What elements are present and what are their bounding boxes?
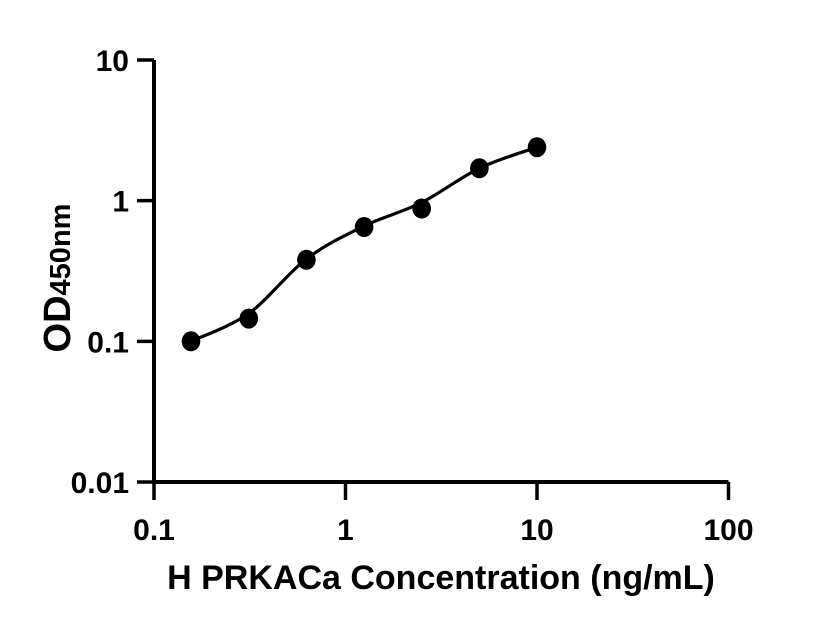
y-axis-title-main: OD: [37, 295, 79, 353]
data-point: [181, 331, 201, 352]
data-point: [354, 217, 374, 237]
x-tick-label: 100: [703, 514, 753, 547]
x-tick-label: 1: [337, 514, 354, 547]
axes-spine: [152, 60, 729, 484]
x-tick-label: 0.1: [133, 514, 175, 547]
y-axis-title: OD450nm: [37, 203, 79, 353]
x-tick-label: 10: [520, 514, 553, 547]
data-point: [239, 308, 259, 329]
data-point: [412, 198, 432, 219]
y-tick-label: 1: [112, 186, 129, 219]
data-point: [470, 158, 489, 179]
x-axis-title: H PRKACa Concentration (ng/mL): [167, 559, 715, 597]
y-tick-label: 0.1: [87, 326, 129, 359]
y-tick-label: 10: [96, 45, 129, 78]
data-point: [527, 137, 547, 158]
data-point: [297, 249, 316, 270]
y-axis-title-sub: 450nm: [45, 203, 77, 296]
y-tick-label: 0.01: [71, 467, 129, 500]
